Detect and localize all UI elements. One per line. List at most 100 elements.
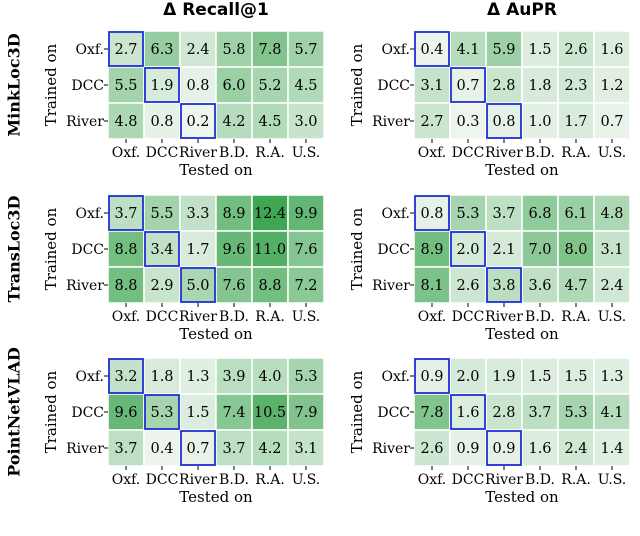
heatmap-cell <box>557 230 595 268</box>
cell-value-label: 5.3 <box>294 369 317 385</box>
heatmap-cell <box>521 102 559 140</box>
y-tick-label: DCC <box>377 242 410 258</box>
y-tick-label: River <box>66 278 104 294</box>
column-title-recall: Δ Recall@1 <box>163 0 269 20</box>
diagonal-highlight <box>450 67 486 103</box>
x-axis-label: Tested on <box>485 488 559 506</box>
heatmap-cell <box>215 393 253 431</box>
cell-value-label: 1.3 <box>600 369 623 385</box>
cell-value-label: 8.9 <box>420 242 443 258</box>
x-tick-label: B.D. <box>525 145 555 161</box>
cell-value-label: 1.3 <box>186 369 209 385</box>
cell-value-label: 0.2 <box>186 114 209 130</box>
cell-value-label: 4.2 <box>258 441 281 457</box>
x-tick-label: R.A. <box>255 145 285 161</box>
cell-value-label: 1.6 <box>456 405 479 421</box>
cell-value-label: 0.9 <box>456 441 479 457</box>
heatmap-cell <box>485 194 523 232</box>
heatmap-cell <box>449 102 487 140</box>
cell-value-label: 7.4 <box>222 405 245 421</box>
heatmap-cell <box>593 194 631 232</box>
x-tick-label: B.D. <box>219 145 249 161</box>
heatmap-cell <box>593 357 631 395</box>
diagonal-highlight <box>108 195 144 231</box>
cell-value-label: 1.5 <box>528 42 551 58</box>
y-tick-label: DCC <box>377 78 410 94</box>
cell-value-label: 5.5 <box>150 206 173 222</box>
cell-value-label: 4.0 <box>258 369 281 385</box>
cell-value-label: 3.2 <box>114 369 137 385</box>
diagonal-highlight <box>414 31 450 67</box>
heatmap-cell <box>449 230 487 268</box>
cell-value-label: 1.0 <box>528 114 551 130</box>
heatmap-cell <box>287 30 325 68</box>
diagonal-highlight <box>108 31 144 67</box>
cell-value-label: 5.3 <box>564 405 587 421</box>
cell-value-label: 0.8 <box>186 78 209 94</box>
cell-value-label: 4.5 <box>258 114 281 130</box>
cell-value-label: 1.5 <box>564 369 587 385</box>
heatmap-cell <box>215 429 253 467</box>
y-tick-label: DCC <box>377 405 410 421</box>
heatmap-cell <box>593 102 631 140</box>
cell-value-label: 0.7 <box>186 441 209 457</box>
x-tick-label: DCC <box>452 309 485 325</box>
cell-value-label: 6.8 <box>528 206 551 222</box>
cell-value-label: 5.5 <box>114 78 137 94</box>
diagonal-highlight <box>414 358 450 394</box>
heatmap-cell <box>251 266 289 304</box>
heatmap-4: 3.2 1.8 1.3 3.9 4.0 5.3 9.6 5.3 1.5 7.4 10.5 7.9 3.7… <box>42 357 325 506</box>
cell-value-label: 4.1 <box>456 42 479 58</box>
x-tick-label: R.A. <box>561 309 591 325</box>
cell-value-label: 8.8 <box>114 242 137 258</box>
cell-value-label: 3.3 <box>186 206 209 222</box>
cell-value-label: 5.9 <box>492 42 515 58</box>
cell-value-label: 4.7 <box>564 278 587 294</box>
y-tick-label: River <box>372 441 410 457</box>
x-tick-label: R.A. <box>255 309 285 325</box>
cell-value-label: 7.0 <box>528 242 551 258</box>
cell-value-label: 4.2 <box>222 114 245 130</box>
x-tick-label: B.D. <box>525 472 555 488</box>
x-tick-label: River <box>179 472 217 488</box>
heatmap-cell <box>287 102 325 140</box>
x-axis-label: Tested on <box>485 161 559 179</box>
cell-value-label: 1.8 <box>528 78 551 94</box>
heatmap-cell <box>485 266 523 304</box>
heatmap-0: 2.7 6.3 2.4 5.8 7.8 5.7 5.5 1.9 0.8 6.0 5.2 4.5 4.8 0… <box>42 30 325 179</box>
heatmap-cell <box>449 66 487 104</box>
y-axis-label: Trained on <box>348 370 366 453</box>
heatmap-cell <box>179 30 217 68</box>
heatmap-cell <box>557 393 595 431</box>
cell-value-label: 1.9 <box>492 369 515 385</box>
cell-value-label: 4.8 <box>114 114 137 130</box>
cell-value-label: 5.2 <box>258 78 281 94</box>
cell-value-label: 2.9 <box>150 278 173 294</box>
y-tick-label: DCC <box>71 242 104 258</box>
x-tick-label: DCC <box>452 145 485 161</box>
x-tick-label: R.A. <box>561 145 591 161</box>
x-tick-label: River <box>179 145 217 161</box>
cell-value-label: 4.1 <box>600 405 623 421</box>
cell-value-label: 8.1 <box>420 278 443 294</box>
y-tick-label: Oxf. <box>381 206 410 222</box>
y-axis-label: Trained on <box>348 207 366 290</box>
y-axis-label: Trained on <box>42 207 60 290</box>
y-tick-label: Oxf. <box>75 369 104 385</box>
cell-value-label: 9.9 <box>294 206 317 222</box>
diagonal-highlight <box>144 67 180 103</box>
diagonal-highlight <box>180 430 216 466</box>
heatmap-cell <box>593 393 631 431</box>
cell-value-label: 10.5 <box>254 405 286 421</box>
cell-value-label: 2.8 <box>492 405 515 421</box>
cell-value-label: 3.1 <box>600 242 623 258</box>
cell-value-label: 3.7 <box>528 405 551 421</box>
x-tick-label: DCC <box>146 472 179 488</box>
cell-value-label: 2.6 <box>456 278 479 294</box>
heatmap-1: 0.4 4.1 5.9 1.5 2.6 1.6 3.1 0.7 2.8 1.8 2.3 1.2 2.7 0… <box>348 30 631 179</box>
diagonal-highlight <box>180 267 216 303</box>
diagonal-highlight <box>414 195 450 231</box>
cell-value-label: 7.6 <box>222 278 245 294</box>
x-tick-label: Oxf. <box>418 309 447 325</box>
diagonal-highlight <box>486 267 522 303</box>
